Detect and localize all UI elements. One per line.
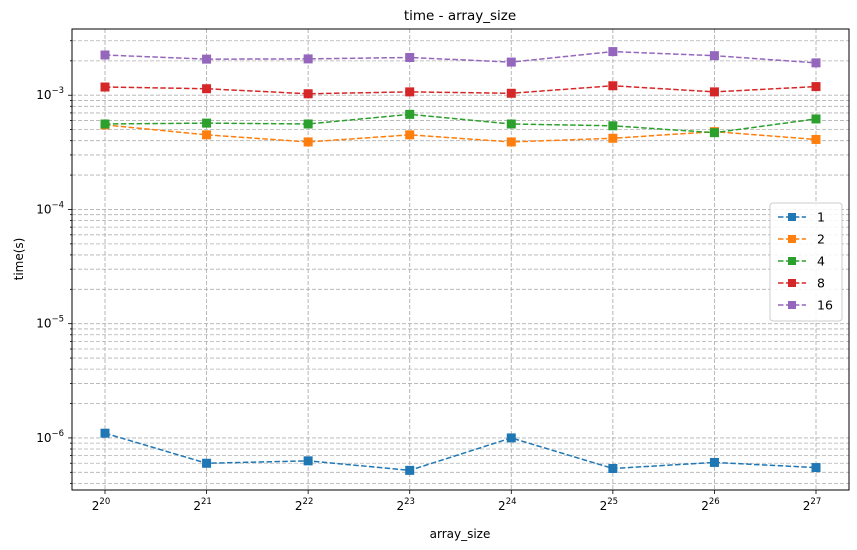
legend-label-1: 1 (817, 210, 825, 225)
x-tick-label: 221 (193, 497, 211, 513)
data-point-2 (405, 130, 415, 140)
legend-label-16: 16 (817, 298, 833, 313)
series-line-16 (104, 50, 817, 64)
data-point-16 (100, 50, 110, 60)
data-point-8 (608, 81, 618, 91)
legend-marker-1 (788, 213, 796, 221)
y-tick-label: 10−4 (36, 200, 64, 216)
x-tick-label: 223 (396, 497, 414, 513)
data-point-16 (405, 52, 415, 62)
data-point-16 (202, 54, 212, 64)
data-point-1 (303, 456, 313, 466)
y-tick-label: 10−3 (36, 86, 64, 102)
axes-ticks-layer: 10−6 10−5 10−4 10−3 220 221 222 223 224 225 226 227 (36, 40, 821, 513)
series-line-1 (104, 432, 817, 472)
series-layer (100, 47, 821, 475)
grid-layer (72, 29, 849, 490)
data-point-4 (303, 119, 313, 129)
legend-label-2: 2 (817, 232, 825, 247)
data-point-4 (100, 119, 110, 129)
y-tick-label: 10−5 (36, 315, 64, 331)
data-point-4 (202, 118, 212, 128)
x-tick-label: 222 (295, 497, 313, 513)
data-point-16 (811, 58, 821, 68)
x-tick-label: 226 (701, 497, 719, 513)
plot-frame (71, 28, 850, 491)
data-point-4 (506, 119, 516, 129)
data-point-1 (405, 465, 415, 475)
x-tick-label: 227 (803, 497, 821, 513)
series-line-8 (104, 85, 817, 95)
x-axis-label: array_size (430, 527, 491, 541)
data-point-8 (811, 82, 821, 92)
legend-label-8: 8 (817, 276, 825, 291)
legend: 1 2 4 8 16 (769, 202, 843, 322)
legend-label-4: 4 (817, 254, 825, 269)
data-point-1 (709, 457, 719, 467)
legend-marker-8 (788, 279, 796, 287)
data-point-1 (100, 428, 110, 438)
data-point-16 (709, 51, 719, 61)
series-line-4 (104, 113, 817, 134)
data-point-8 (202, 84, 212, 94)
data-point-2 (303, 137, 313, 147)
y-axis-label: time(s) (12, 238, 26, 281)
data-point-1 (608, 463, 618, 473)
chart-title: time - array_size (404, 8, 516, 24)
data-point-2 (811, 134, 821, 144)
data-point-8 (709, 87, 719, 97)
legend-marker-2 (788, 235, 796, 243)
data-point-4 (709, 128, 719, 138)
data-point-1 (506, 433, 516, 443)
data-point-1 (202, 458, 212, 468)
data-point-2 (608, 133, 618, 143)
x-tick-label: 224 (498, 497, 516, 513)
data-point-8 (100, 82, 110, 92)
data-point-4 (405, 109, 415, 119)
x-tick-label: 225 (600, 497, 618, 513)
data-point-1 (811, 463, 821, 473)
legend-box (769, 202, 843, 322)
data-point-2 (202, 130, 212, 140)
data-point-8 (303, 89, 313, 99)
series-line-2 (104, 124, 817, 143)
x-tick-label: 220 (92, 497, 110, 513)
legend-marker-4 (788, 257, 796, 265)
data-point-16 (506, 57, 516, 67)
data-point-8 (405, 87, 415, 97)
legend-marker-16 (788, 301, 796, 309)
data-point-8 (506, 88, 516, 98)
data-point-2 (506, 137, 516, 147)
data-point-4 (608, 121, 618, 131)
data-point-16 (608, 47, 618, 57)
y-tick-label: 10−6 (36, 429, 64, 445)
data-point-16 (303, 54, 313, 64)
data-point-4 (811, 114, 821, 124)
